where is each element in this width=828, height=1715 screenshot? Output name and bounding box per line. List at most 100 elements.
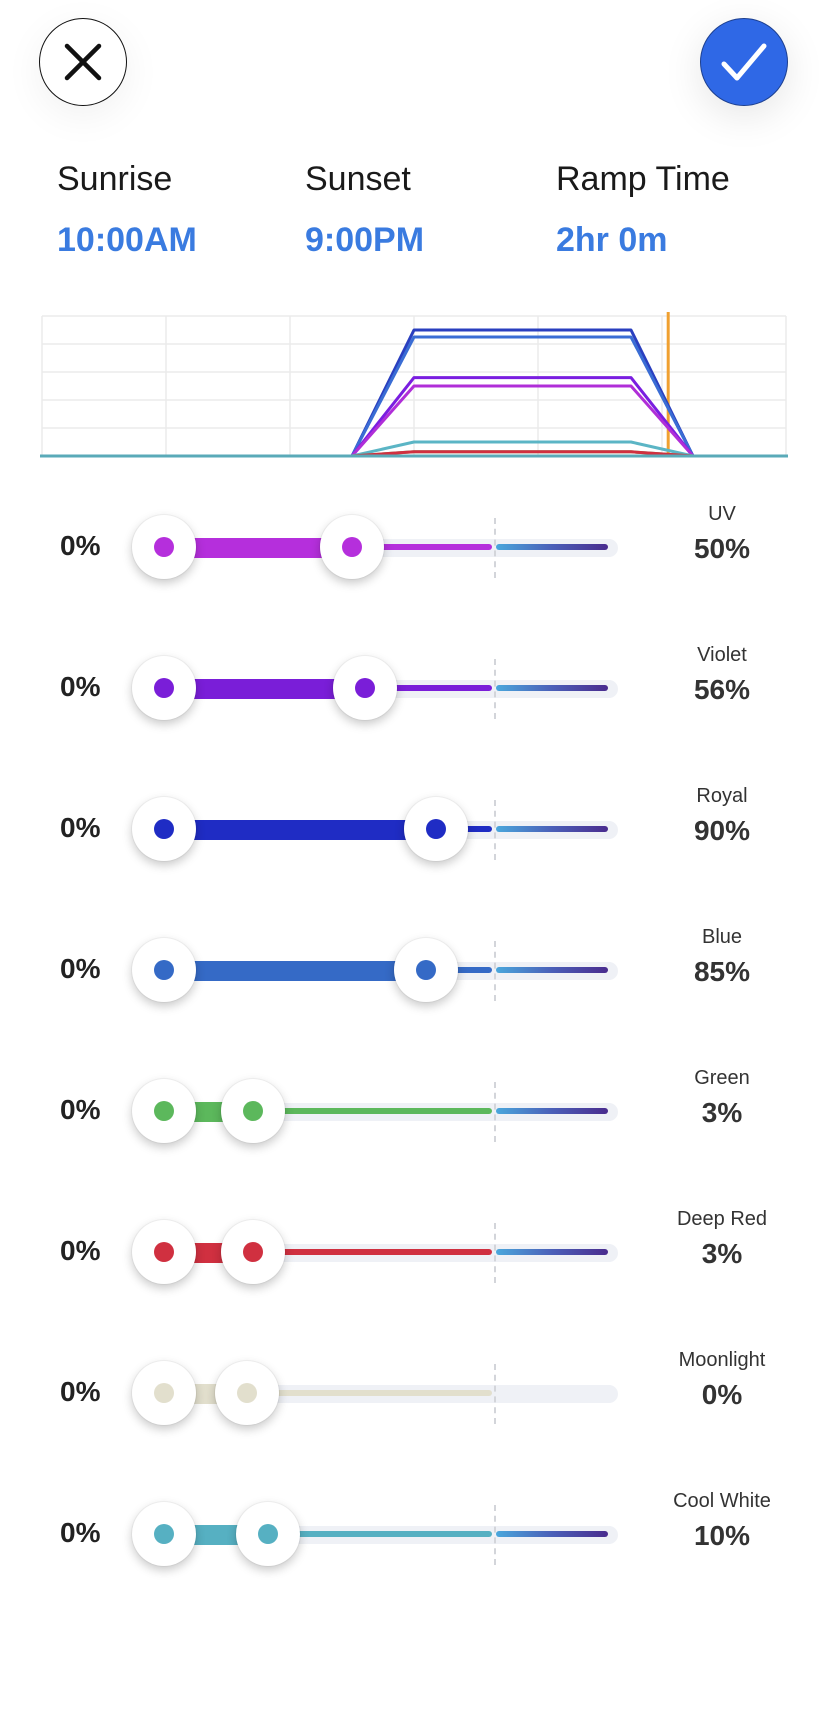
slider-min-handle[interactable] bbox=[132, 515, 196, 579]
handle-dot bbox=[154, 1242, 174, 1262]
slider-divider bbox=[494, 659, 496, 719]
ramp-time-field[interactable]: Ramp Time 2hr 0m bbox=[556, 160, 730, 260]
handle-dot bbox=[154, 1524, 174, 1544]
slider-gradient-segment bbox=[496, 685, 608, 691]
slider-min-handle[interactable] bbox=[132, 1502, 196, 1566]
close-button[interactable] bbox=[39, 18, 127, 106]
channel-min-label: 0% bbox=[60, 812, 101, 843]
channel-row: 0% Moonlight 0% bbox=[0, 1346, 828, 1446]
sunrise-label: Sunrise bbox=[57, 160, 173, 198]
slider-ramp-segment bbox=[364, 685, 492, 691]
handle-dot bbox=[243, 1101, 264, 1121]
channel-row: 0% Green 3% bbox=[0, 1064, 828, 1164]
intensity-chart bbox=[40, 312, 788, 458]
slider-max-handle[interactable] bbox=[320, 515, 384, 579]
slider-ramp-segment bbox=[247, 1390, 492, 1396]
channel-name: Royal bbox=[696, 785, 748, 807]
handle-dot bbox=[342, 537, 362, 557]
handle-dot bbox=[154, 1383, 174, 1403]
handle-dot bbox=[243, 1242, 264, 1262]
close-icon bbox=[61, 40, 105, 84]
channel-row: 0% UV 50% bbox=[0, 500, 828, 600]
sunset-label: Sunset bbox=[305, 160, 411, 198]
slider-gradient-segment bbox=[496, 1108, 608, 1114]
slider-gradient-segment bbox=[496, 1531, 608, 1537]
channel-name: Deep Red bbox=[676, 1208, 768, 1230]
channel-value: 85% bbox=[693, 956, 751, 987]
sunset-value[interactable]: 9:00PM bbox=[305, 221, 425, 259]
slider-min-handle[interactable] bbox=[132, 656, 196, 720]
channel-value: 90% bbox=[693, 815, 751, 846]
slider-max-handle[interactable] bbox=[221, 1079, 286, 1143]
slider-max-handle[interactable] bbox=[393, 938, 458, 1002]
ramp-time-value[interactable]: 2hr 0m bbox=[556, 221, 668, 259]
channel-min-label: 0% bbox=[60, 671, 101, 702]
channel-value: 3% bbox=[701, 1238, 743, 1269]
channel-row: 0% Cool White 10% bbox=[0, 1487, 828, 1587]
channel-min-label: 0% bbox=[60, 530, 101, 561]
slider-divider bbox=[494, 1223, 496, 1283]
channel-row: 0% Violet 56% bbox=[0, 641, 828, 741]
handle-dot bbox=[426, 819, 446, 839]
channel-min-label: 0% bbox=[60, 1094, 101, 1125]
handle-dot bbox=[154, 678, 174, 698]
channel-name: Blue bbox=[701, 926, 743, 948]
slider-divider bbox=[494, 518, 496, 578]
channel-min-label: 0% bbox=[60, 1517, 101, 1548]
channel-name: Violet bbox=[697, 644, 747, 666]
channel-value: 0% bbox=[701, 1379, 743, 1410]
handle-dot bbox=[154, 537, 174, 557]
slider-max-handle[interactable] bbox=[236, 1502, 300, 1566]
handle-dot bbox=[415, 960, 436, 980]
confirm-button[interactable] bbox=[700, 18, 788, 106]
handle-dot bbox=[154, 1101, 174, 1121]
slider-divider bbox=[494, 1082, 496, 1142]
channel-name: Cool White bbox=[673, 1490, 771, 1512]
channel-name: Green bbox=[694, 1067, 750, 1089]
sunrise-field[interactable]: Sunrise 10:00AM bbox=[57, 160, 197, 260]
channel-value: 10% bbox=[693, 1520, 751, 1551]
checkmark-icon bbox=[720, 40, 768, 84]
ramp-time-label: Ramp Time bbox=[556, 160, 730, 198]
slider-min-handle[interactable] bbox=[132, 1361, 196, 1425]
sunrise-value[interactable]: 10:00AM bbox=[57, 221, 197, 259]
slider-gradient-segment bbox=[496, 826, 608, 832]
sunset-field[interactable]: Sunset 9:00PM bbox=[305, 160, 424, 260]
channel-row: 0% Blue 85% bbox=[0, 923, 828, 1023]
slider-min-handle[interactable] bbox=[132, 1220, 196, 1284]
slider-divider bbox=[494, 800, 496, 860]
slider-min-handle[interactable] bbox=[132, 797, 196, 861]
slider-ramp-segment bbox=[253, 1108, 492, 1114]
channel-value: 56% bbox=[693, 674, 751, 705]
channel-value: 50% bbox=[693, 533, 751, 564]
handle-dot bbox=[258, 1524, 278, 1544]
slider-ramp-segment bbox=[425, 967, 492, 973]
slider-max-handle[interactable] bbox=[332, 656, 397, 720]
slider-ramp-segment bbox=[268, 1531, 492, 1537]
slider-max-handle[interactable] bbox=[404, 797, 468, 861]
channel-name: UV bbox=[708, 503, 736, 525]
handle-dot bbox=[154, 819, 174, 839]
handle-dot bbox=[154, 960, 174, 980]
slider-ramp-segment bbox=[253, 1249, 492, 1255]
slider-max-handle[interactable] bbox=[215, 1361, 279, 1425]
slider-gradient-segment bbox=[496, 967, 608, 973]
slider-gradient-segment bbox=[496, 544, 608, 550]
slider-max-handle[interactable] bbox=[221, 1220, 286, 1284]
slider-min-handle[interactable] bbox=[132, 1079, 196, 1143]
slider-fill bbox=[164, 961, 426, 981]
slider-min-handle[interactable] bbox=[132, 938, 196, 1002]
channel-name: Moonlight bbox=[678, 1349, 766, 1371]
channel-min-label: 0% bbox=[60, 953, 101, 984]
channel-value: 3% bbox=[701, 1097, 743, 1128]
slider-gradient-segment bbox=[496, 1249, 608, 1255]
channel-row: 0% Royal 90% bbox=[0, 782, 828, 882]
handle-dot bbox=[237, 1383, 257, 1403]
handle-dot bbox=[354, 678, 375, 698]
channel-min-label: 0% bbox=[60, 1235, 101, 1266]
channel-row: 0% Deep Red 3% bbox=[0, 1205, 828, 1305]
slider-divider bbox=[494, 1505, 496, 1565]
slider-ramp-segment bbox=[352, 544, 492, 550]
slider-fill bbox=[164, 538, 352, 558]
slider-fill bbox=[164, 679, 365, 699]
